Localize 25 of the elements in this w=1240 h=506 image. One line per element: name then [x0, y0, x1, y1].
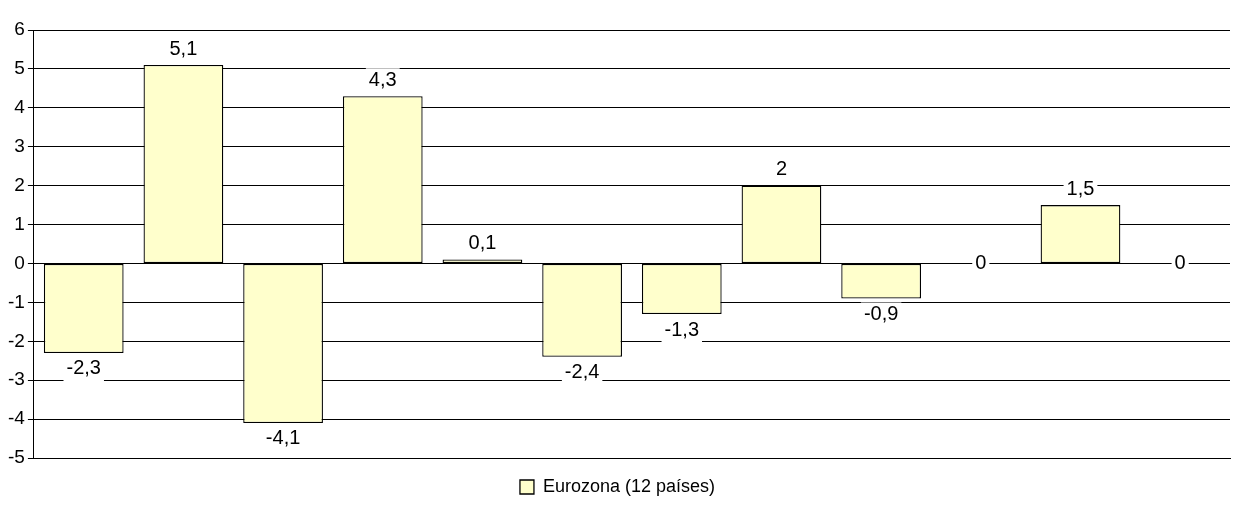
data-label: 1,5 — [1066, 176, 1095, 199]
data-label: 4,3 — [368, 67, 397, 90]
y-tick-label: 2 — [14, 173, 25, 195]
data-label: 2 — [775, 157, 788, 180]
data-label: -0,9 — [863, 301, 899, 324]
data-label: 0 — [975, 250, 987, 273]
y-tick-label: 5 — [14, 57, 25, 79]
data-label: 5,1 — [169, 36, 198, 59]
data-label: 0 — [1174, 250, 1186, 273]
y-tick-label: -5 — [7, 446, 25, 468]
data-label: -1,3 — [664, 317, 700, 340]
y-tick-label: 3 — [14, 134, 25, 156]
data-label: 0,1 — [468, 231, 497, 254]
y-tick-label: 4 — [14, 96, 26, 118]
y-tick-label: 6 — [14, 18, 25, 40]
y-tick-label: 0 — [14, 251, 25, 273]
y-tick-label: -4 — [7, 407, 26, 429]
y-tick-label: -1 — [7, 290, 25, 312]
data-label: -4,1 — [265, 426, 301, 449]
legend-label: Eurozona (12 países) — [542, 475, 716, 496]
y-tick-label: -2 — [7, 329, 25, 351]
y-tick-label: 1 — [14, 212, 25, 234]
data-label: -2,3 — [66, 356, 101, 379]
y-tick-label: -3 — [7, 368, 25, 390]
data-label: -2,4 — [564, 360, 600, 383]
